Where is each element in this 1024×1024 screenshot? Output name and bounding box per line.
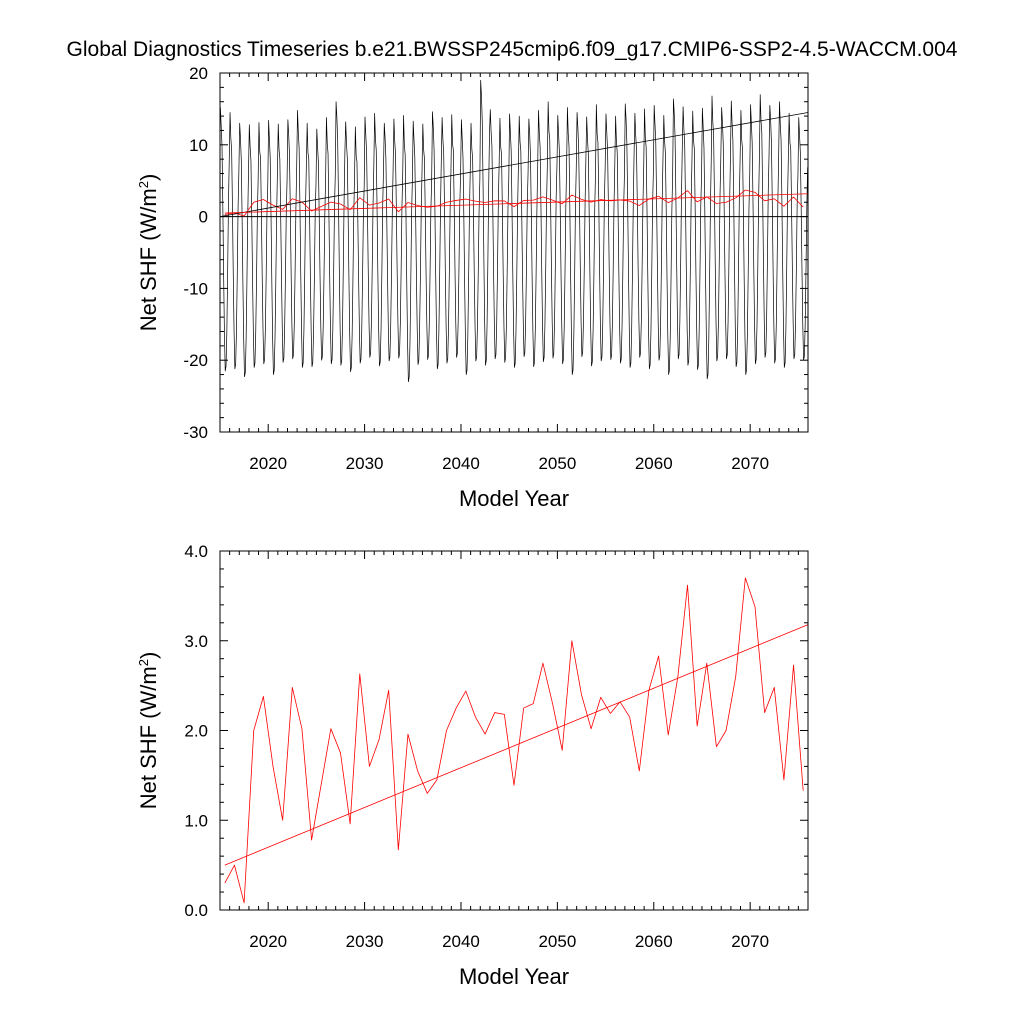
top-annual-trend-line xyxy=(224,193,809,214)
top-trend-layer xyxy=(219,112,809,217)
top-y-tick-label: -30 xyxy=(183,423,208,442)
bottom-x-tick-label: 2060 xyxy=(635,932,673,951)
panel-bottom: 2020 2030 2040 2050 2060 2070 0.0 1.0 2.0 3.0 4.0… xyxy=(136,542,809,989)
top-x-tick-label: 2030 xyxy=(346,454,384,473)
bottom-x-tick-label: 2040 xyxy=(442,932,480,951)
bottom-y-tick-label: 3.0 xyxy=(184,632,208,651)
top-monthly-trend-line xyxy=(219,112,809,217)
top-x-axis-label: Model Year xyxy=(459,486,569,511)
bottom-y-axis-label: Net SHF (W/m2) xyxy=(136,652,161,810)
top-series-layer xyxy=(220,79,808,383)
bottom-y-axis-label-main: Net SHF (W/m xyxy=(136,666,161,809)
top-y-axis-label-main: Net SHF (W/m xyxy=(136,188,161,331)
top-y-tick-label: 0 xyxy=(199,208,208,227)
bottom-y-tick-label: 4.0 xyxy=(184,542,208,561)
bottom-x-tick-label: 2030 xyxy=(346,932,384,951)
bottom-ticks xyxy=(220,550,808,911)
chart-title: Global Diagnostics Timeseries b.e21.BWSS… xyxy=(67,38,958,61)
top-y-axis-label-end: ) xyxy=(136,174,161,181)
top-x-tick-label: 2060 xyxy=(635,454,673,473)
top-y-tick-label: -20 xyxy=(183,351,208,370)
top-x-tick-label: 2070 xyxy=(731,454,769,473)
bottom-x-axis-label: Model Year xyxy=(459,964,569,989)
top-y-axis-label: Net SHF (W/m2) xyxy=(136,174,161,332)
top-x-tick-label: 2050 xyxy=(538,454,576,473)
top-y-tick-label: -10 xyxy=(183,279,208,298)
bottom-y-tick-label: 2.0 xyxy=(184,722,208,741)
top-x-tick-label: 2040 xyxy=(442,454,480,473)
bottom-x-tick-label: 2070 xyxy=(731,932,769,951)
bottom-x-tick-label: 2020 xyxy=(249,932,287,951)
top-y-tick-labels: -30 -20 -10 0 10 20 xyxy=(183,64,208,442)
top-x-tick-labels: 2020 2030 2040 2050 2060 2070 xyxy=(249,454,769,473)
bottom-y-tick-labels: 0.0 1.0 2.0 3.0 4.0 xyxy=(184,542,208,920)
top-series-annual xyxy=(224,189,804,217)
top-series-monthly xyxy=(220,79,808,383)
bottom-series-layer xyxy=(224,577,804,904)
bottom-x-tick-label: 2050 xyxy=(538,932,576,951)
bottom-series-annual xyxy=(224,577,804,904)
bottom-plot-frame xyxy=(219,550,809,911)
bottom-y-axis-label-end: ) xyxy=(136,652,161,659)
top-plot-frame xyxy=(219,72,809,433)
bottom-trend-layer xyxy=(224,624,809,866)
top-y-tick-label: 10 xyxy=(189,136,208,155)
bottom-y-tick-label: 0.0 xyxy=(184,901,208,920)
top-y-tick-label: 20 xyxy=(189,64,208,83)
bottom-y-axis-label-sup: 2 xyxy=(136,659,151,666)
bottom-x-tick-labels: 2020 2030 2040 2050 2060 2070 xyxy=(249,932,769,951)
bottom-annual-trend-line xyxy=(224,624,809,866)
bottom-y-tick-label: 1.0 xyxy=(184,811,208,830)
top-x-tick-label: 2020 xyxy=(249,454,287,473)
top-y-axis-label-sup: 2 xyxy=(136,181,151,188)
top-ticks xyxy=(220,72,808,433)
panel-top: 2020 2030 2040 2050 2060 2070 -30-20-1001020 … xyxy=(136,64,809,511)
